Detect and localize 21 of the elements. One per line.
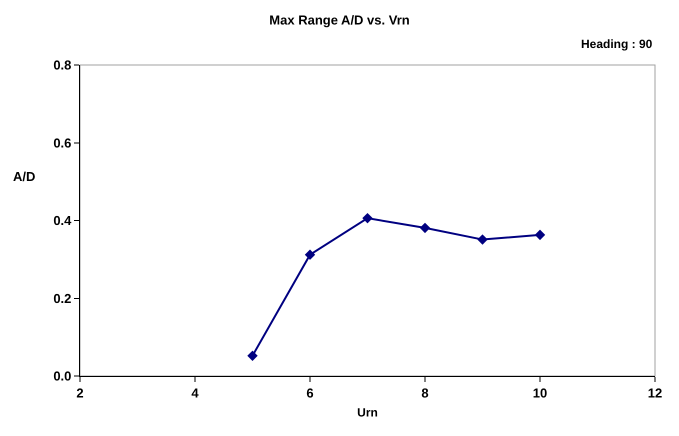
- point: [247, 350, 258, 361]
- chart-title: Max Range A/D vs. Vrn: [269, 12, 410, 28]
- text: Heading : 90: [581, 37, 653, 51]
- x-tick-label: 6: [306, 386, 314, 401]
- y-axis-title: A/D: [13, 169, 36, 184]
- x-tick-label: 10: [532, 386, 548, 401]
- point: [304, 250, 316, 260]
- y-tick-label: 0.8: [53, 58, 72, 73]
- y-tick-label: 0.6: [53, 135, 72, 150]
- x-tick-label: 4: [191, 386, 200, 401]
- point: [362, 212, 373, 224]
- x-tick-label: 2: [76, 386, 84, 401]
- y-tick-label: 0.2: [53, 290, 72, 306]
- point: [534, 230, 546, 240]
- x-axis-title: Urn: [357, 406, 378, 420]
- y-tick-label: 0.0: [53, 368, 72, 384]
- point: [477, 234, 488, 245]
- x-tick-label: 12: [648, 386, 662, 401]
- x-tick-label: 8: [421, 386, 429, 401]
- point: [420, 222, 430, 234]
- y-tick-label: 0.4: [53, 213, 72, 228]
